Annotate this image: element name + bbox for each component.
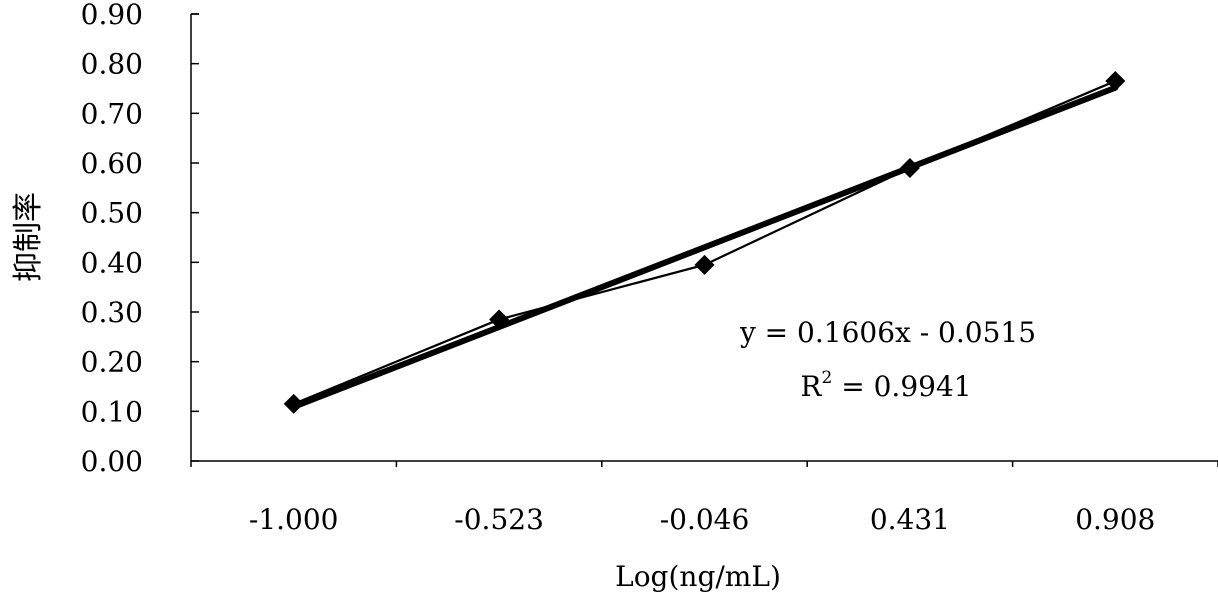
x-tick-label: 0.431 [870,503,950,536]
x-tick-label: 0.908 [1075,503,1155,536]
y-tick-label: 0.60 [81,147,143,180]
data-point-marker [284,394,304,414]
y-tick-label: 0.50 [81,197,143,230]
r-squared-label: R2 = 0.9941 [800,368,971,403]
y-tick-label: 0.20 [81,346,143,379]
y-axis-label: 抑制率 [11,192,46,282]
y-tick-label: 0.70 [81,97,143,130]
r-squared-superscript: 2 [822,368,833,388]
trendline-layer [294,88,1116,407]
r-squared-value: = 0.9941 [832,370,971,403]
data-point-marker [900,158,920,178]
r-squared-prefix: R [800,370,822,403]
axes [191,14,1218,467]
data-point-marker [695,255,715,275]
trendline-equation: y = 0.1606x - 0.0515 [739,316,1036,349]
y-tick-label: 0.80 [81,48,143,81]
x-axis-label: Log(ng/mL) [615,560,781,593]
series-line [294,81,1116,404]
x-tick-label: -1.000 [249,503,339,536]
x-tick-label: -0.523 [454,503,544,536]
trendline [294,88,1116,407]
y-tick-label: 0.30 [81,296,143,329]
y-tick-label: 0.90 [81,0,143,31]
y-tick-label: 0.00 [81,445,143,478]
x-tick-label: -0.046 [660,503,750,536]
y-tick-label: 0.40 [81,246,143,279]
y-tick-label: 0.10 [81,395,143,428]
labels-layer: 0.00 0.10 0.20 0.30 0.40 0.50 0.60 0.70 0.80 0.90… [81,0,1156,536]
